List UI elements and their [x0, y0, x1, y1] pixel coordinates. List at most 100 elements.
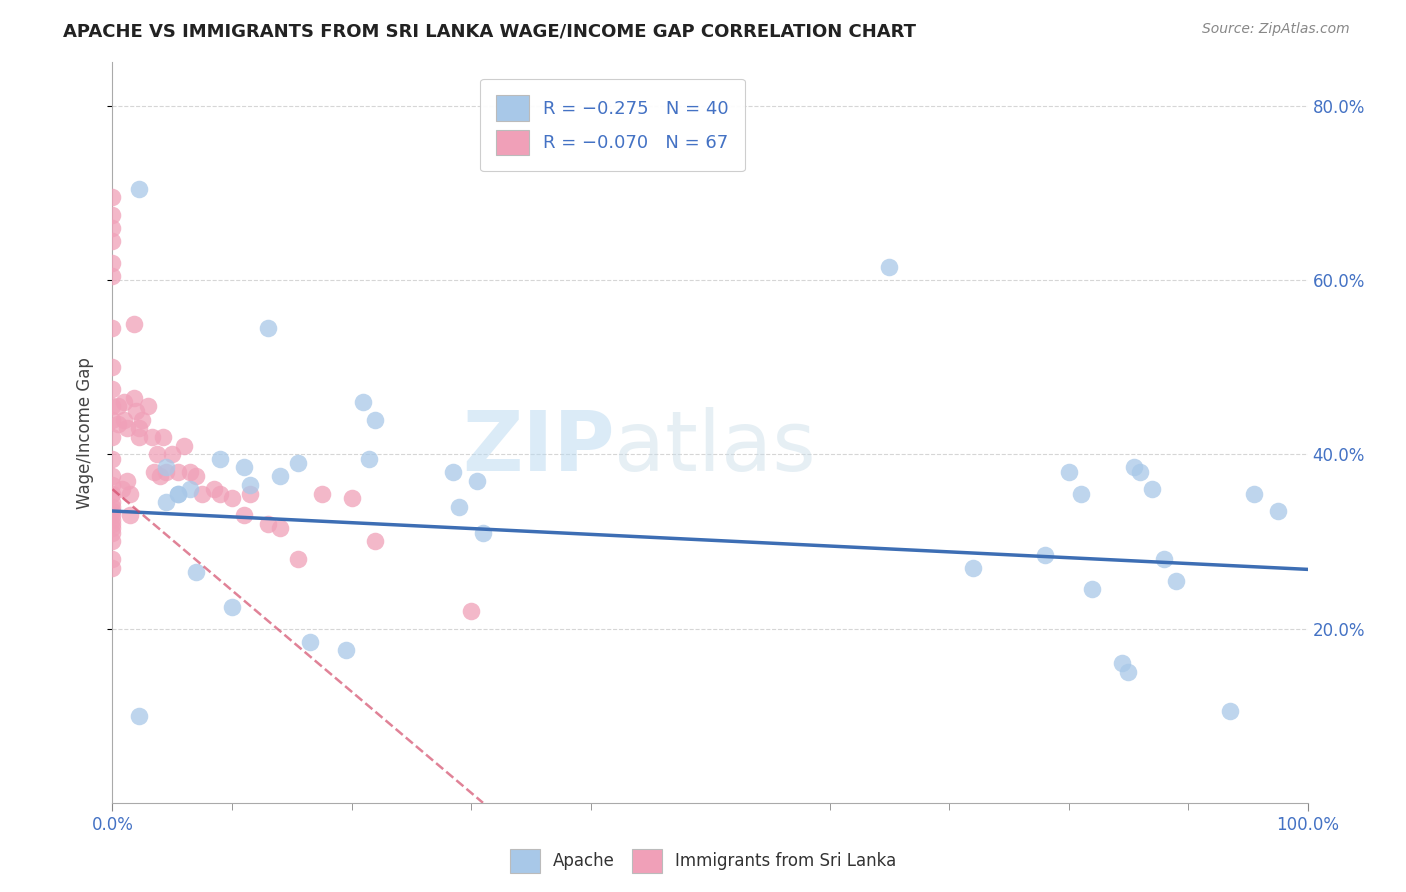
Point — [145, 447, 167, 461]
Point — [131, 412, 153, 426]
Point — [101, 534, 124, 549]
Point — [122, 317, 145, 331]
Point — [221, 599, 243, 614]
Point — [101, 504, 124, 518]
Point — [128, 708, 150, 723]
Point — [101, 321, 124, 335]
Point — [101, 190, 124, 204]
Point — [179, 465, 201, 479]
Point — [107, 417, 129, 431]
Point — [257, 321, 280, 335]
Point — [138, 400, 160, 414]
Point — [472, 525, 495, 540]
Point — [152, 430, 174, 444]
Point — [149, 469, 172, 483]
Point — [298, 634, 321, 648]
Point — [101, 478, 124, 492]
Text: ZIP: ZIP — [463, 407, 614, 488]
Point — [120, 486, 142, 500]
Point — [101, 552, 124, 566]
Point — [115, 421, 138, 435]
Point — [101, 486, 124, 500]
Point — [269, 521, 291, 535]
Point — [111, 482, 134, 496]
Point — [101, 234, 124, 248]
Point — [101, 525, 124, 540]
Point — [101, 517, 124, 532]
Point — [352, 395, 374, 409]
Point — [167, 486, 190, 500]
Point — [122, 391, 145, 405]
Point — [186, 469, 208, 483]
Point — [155, 465, 177, 479]
Point — [1166, 574, 1188, 588]
Point — [141, 430, 163, 444]
Point — [1153, 552, 1175, 566]
Point — [101, 430, 124, 444]
Y-axis label: Wage/Income Gap: Wage/Income Gap — [76, 357, 94, 508]
Point — [447, 500, 470, 514]
Point — [239, 486, 262, 500]
Point — [962, 560, 984, 574]
Point — [209, 486, 232, 500]
Point — [1111, 657, 1133, 671]
Point — [114, 412, 135, 426]
Point — [257, 517, 280, 532]
Legend: R = −0.275   N = 40, R = −0.070   N = 67: R = −0.275 N = 40, R = −0.070 N = 67 — [479, 78, 745, 171]
Point — [101, 221, 124, 235]
Point — [1243, 486, 1265, 500]
Point — [364, 412, 387, 426]
Point — [125, 404, 148, 418]
Point — [101, 508, 124, 523]
Point — [128, 430, 150, 444]
Point — [1267, 504, 1289, 518]
Point — [101, 360, 124, 375]
Point — [115, 474, 138, 488]
Point — [155, 495, 177, 509]
Point — [1142, 482, 1164, 496]
Point — [128, 421, 150, 435]
Point — [101, 500, 124, 514]
Point — [1070, 486, 1092, 500]
Point — [101, 256, 124, 270]
Point — [209, 451, 232, 466]
Text: APACHE VS IMMIGRANTS FROM SRI LANKA WAGE/INCOME GAP CORRELATION CHART: APACHE VS IMMIGRANTS FROM SRI LANKA WAGE… — [63, 22, 917, 40]
Point — [186, 565, 208, 579]
Point — [128, 182, 150, 196]
Point — [359, 451, 381, 466]
Point — [1081, 582, 1104, 597]
Point — [287, 552, 309, 566]
Text: Source: ZipAtlas.com: Source: ZipAtlas.com — [1202, 22, 1350, 37]
Point — [101, 382, 124, 396]
Point — [1057, 465, 1080, 479]
Point — [155, 460, 177, 475]
Point — [202, 482, 225, 496]
Point — [287, 456, 309, 470]
Point — [101, 400, 124, 414]
Point — [239, 478, 262, 492]
Point — [233, 460, 256, 475]
Point — [335, 643, 357, 657]
Point — [1118, 665, 1140, 680]
Text: atlas: atlas — [614, 407, 815, 488]
Point — [221, 491, 243, 505]
Point — [162, 447, 183, 461]
Point — [101, 521, 124, 535]
Point — [101, 513, 124, 527]
Point — [120, 508, 142, 523]
Point — [1219, 704, 1241, 718]
Point — [173, 439, 195, 453]
Point — [460, 604, 482, 618]
Point — [101, 495, 124, 509]
Point — [441, 465, 464, 479]
Point — [1123, 460, 1146, 475]
Legend: Apache, Immigrants from Sri Lanka: Apache, Immigrants from Sri Lanka — [503, 842, 903, 880]
Point — [311, 486, 333, 500]
Point — [340, 491, 363, 505]
Point — [179, 482, 201, 496]
Point — [143, 465, 166, 479]
Point — [101, 451, 124, 466]
Point — [879, 260, 901, 274]
Point — [101, 412, 124, 426]
Point — [101, 469, 124, 483]
